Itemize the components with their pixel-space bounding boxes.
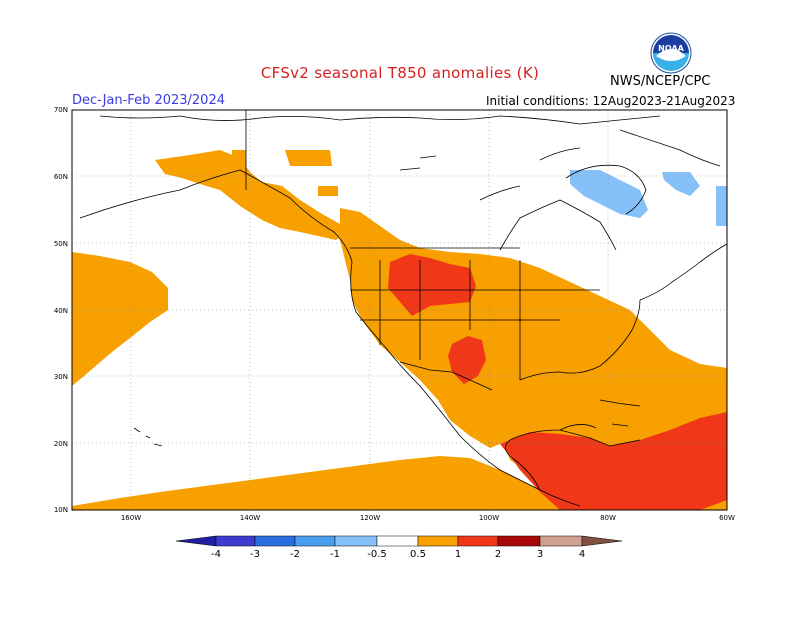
colorbar-label: 2 <box>495 549 501 560</box>
anomaly-region-arctic-patch <box>285 150 332 166</box>
colorbar-label: -3 <box>250 549 260 560</box>
anomaly-region-subtropical <box>72 456 600 510</box>
colorbar-swatch <box>294 535 336 547</box>
anomaly-region-labrador <box>716 186 727 226</box>
colorbar-swatch <box>497 535 541 547</box>
anomaly-region-east-canada <box>662 172 700 196</box>
lon-label: 100W <box>479 514 499 522</box>
chart-title: CFSv2 seasonal T850 anomalies (K) <box>260 64 540 82</box>
anomaly-region-yukon-patch <box>318 186 338 196</box>
anomaly-region-pacific-west <box>72 252 168 386</box>
colorbar-label: 3 <box>537 549 543 560</box>
colorbar-label: 1 <box>455 549 461 560</box>
anomaly-region-hudson-bay <box>570 170 648 218</box>
colorbar: -4 -3 -2 -1 -0.5 0.5 1 2 3 4 <box>175 535 623 560</box>
colorbar-swatch <box>215 535 256 547</box>
graticule <box>72 110 727 510</box>
lon-label: 80W <box>600 514 616 522</box>
lat-label: 30N <box>54 373 68 381</box>
anomaly-region-alaska <box>155 150 346 240</box>
colorbar-arrow-low <box>175 535 217 547</box>
lat-label: 60N <box>54 173 68 181</box>
colorbar-label: 0.5 <box>410 549 426 560</box>
anomaly-fill <box>72 150 727 510</box>
coastlines <box>79 110 728 507</box>
anomaly-region-northern-rockies <box>388 254 476 316</box>
colorbar-swatch <box>457 535 499 547</box>
colorbar-label: -2 <box>290 549 300 560</box>
lon-label: 60W <box>719 514 735 522</box>
anomaly-region-mexico-plateau <box>448 336 486 384</box>
colorbar-swatch <box>254 535 296 547</box>
period-label: Dec-Jan-Feb 2023/2024 <box>72 93 225 108</box>
colorbar-swatch <box>539 535 583 547</box>
lon-label: 140W <box>240 514 260 522</box>
lat-label: 70N <box>54 106 68 114</box>
colorbar-label: -0.5 <box>367 549 387 560</box>
noaa-logo-text: NOAA <box>658 44 684 53</box>
lat-label: 50N <box>54 240 68 248</box>
colorbar-swatch <box>334 535 378 547</box>
anomaly-region-central-america <box>500 412 727 510</box>
colorbar-label: -1 <box>330 549 340 560</box>
colorbar-label: -4 <box>211 549 221 560</box>
lat-label: 10N <box>54 506 68 514</box>
org-label: NWS/NCEP/CPC <box>610 74 711 89</box>
initial-conditions-label: Initial conditions: 12Aug2023-21Aug2023 <box>486 94 736 108</box>
colorbar-swatch <box>376 535 419 547</box>
colorbar-label: 4 <box>579 549 585 560</box>
colorbar-arrow-high <box>581 535 623 547</box>
colorbar-swatch <box>417 535 459 547</box>
anomaly-region-arctic-patch-2 <box>232 150 246 166</box>
lon-label: 160W <box>121 514 141 522</box>
map-frame <box>71 109 728 511</box>
lat-label: 40N <box>54 307 68 315</box>
lat-label: 20N <box>54 440 68 448</box>
lon-label: 120W <box>360 514 380 522</box>
noaa-logo-icon: NOAA <box>650 32 692 74</box>
